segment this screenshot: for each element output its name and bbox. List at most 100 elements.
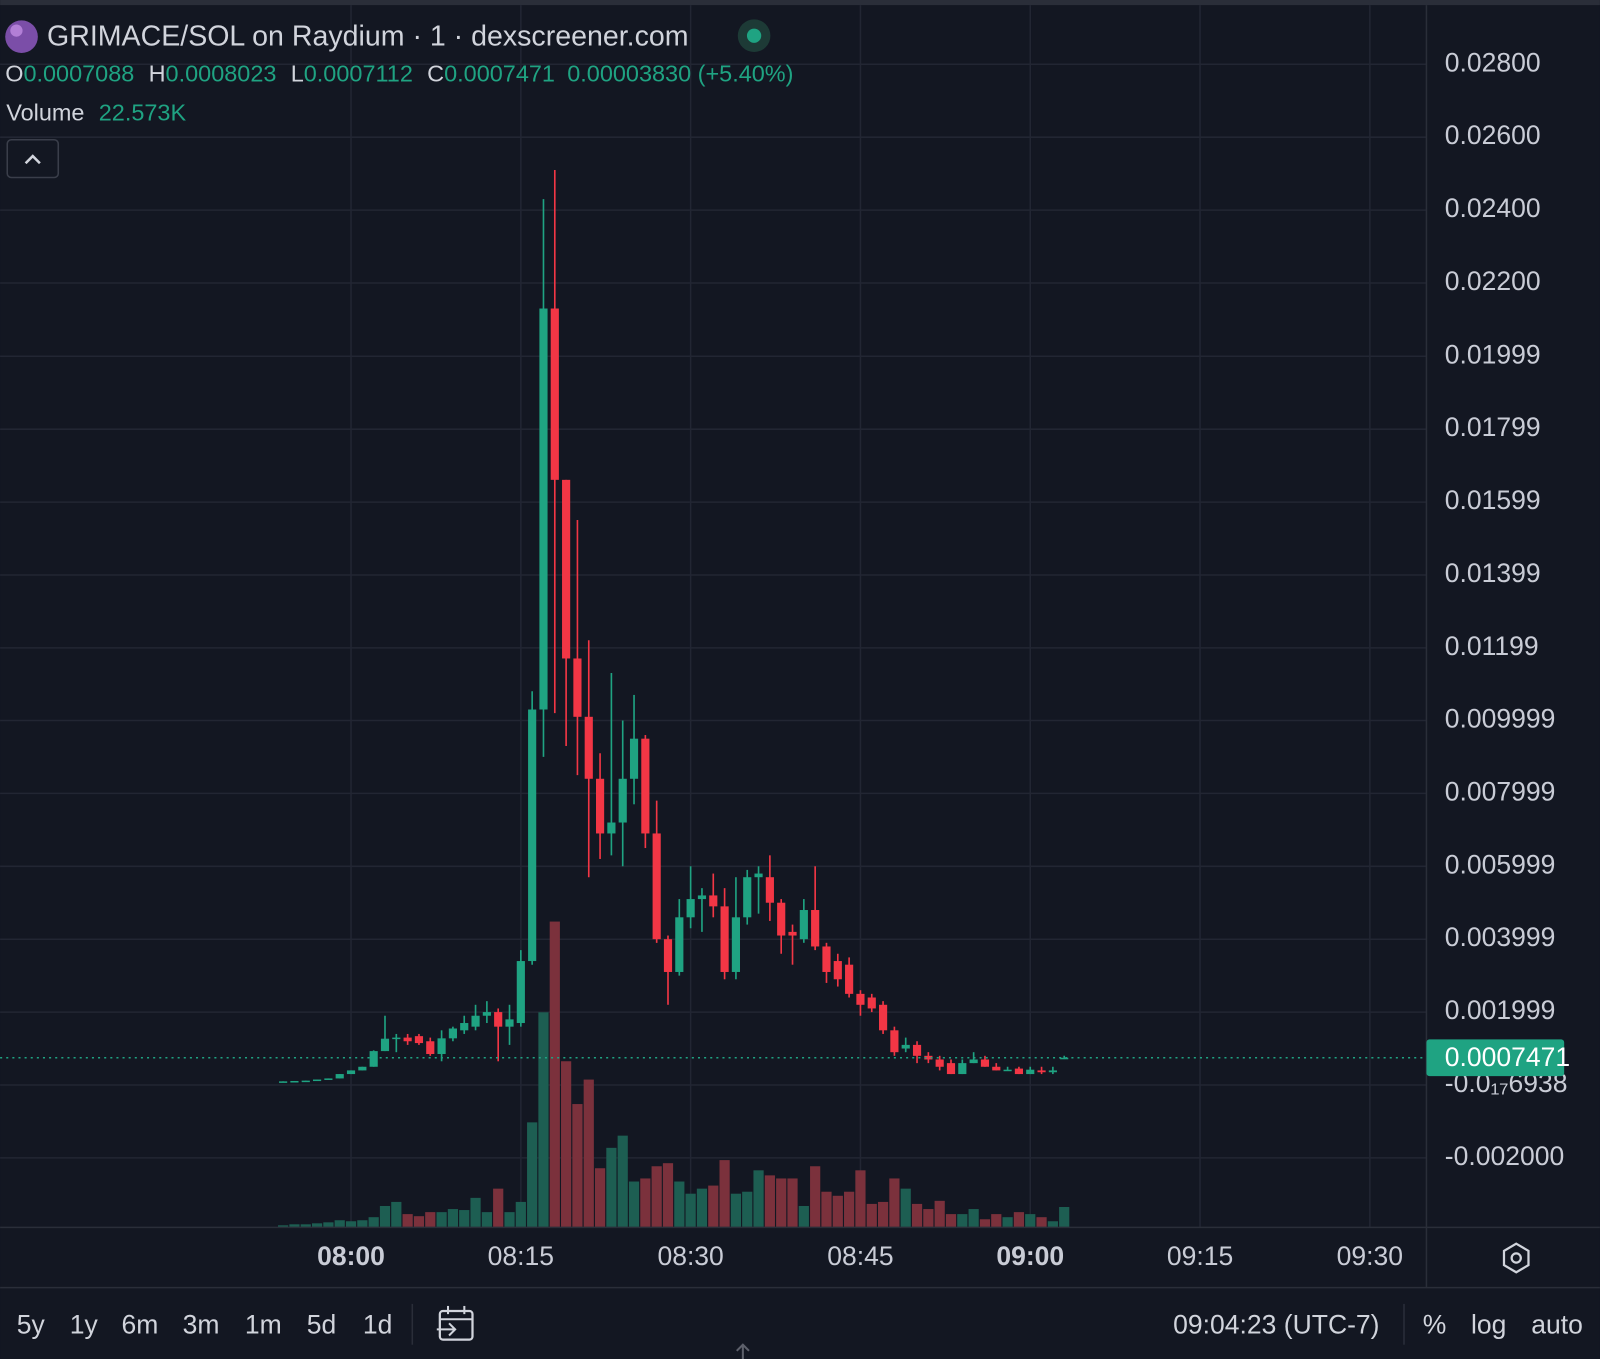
volume-bar	[685, 1193, 696, 1228]
volume-bar	[368, 1217, 379, 1228]
candle-body	[912, 1044, 922, 1056]
token-logo-detail	[10, 24, 23, 37]
volume-bar	[1047, 1221, 1058, 1228]
x-tick-label: 09:00	[996, 1241, 1064, 1271]
volume-bar	[877, 1201, 889, 1228]
scale-option[interactable]: %	[1423, 1309, 1447, 1339]
volume-bar	[527, 1122, 538, 1228]
volume-bar	[583, 1079, 594, 1228]
volume-bar	[606, 1147, 617, 1228]
candle-body	[562, 479, 571, 659]
y-tick-label: 0.005999	[1445, 849, 1556, 879]
y-tick-label: 0.01599	[1445, 485, 1541, 515]
volume-bar	[719, 1160, 730, 1228]
range-button[interactable]: 3m	[183, 1309, 220, 1339]
volume-bar	[504, 1212, 515, 1228]
calendar-icon[interactable]	[438, 1309, 474, 1341]
last-price-tag	[1426, 1039, 1565, 1077]
range-button[interactable]: 5d	[307, 1309, 337, 1339]
y-tick-label: 0.02800	[1445, 47, 1541, 77]
volume-bar	[391, 1201, 402, 1228]
x-tick-label: 08:00	[317, 1241, 385, 1271]
legend-change: 0.00003830 (+5.40%)	[567, 61, 793, 87]
volume-bar	[379, 1205, 391, 1228]
volume-bar	[1059, 1207, 1070, 1228]
volume-bar	[300, 1224, 311, 1228]
y-tick-label: 0.009999	[1445, 703, 1556, 733]
settings-button[interactable]	[1502, 1242, 1530, 1274]
settings-icon[interactable]	[1502, 1242, 1530, 1274]
volume-layer	[278, 921, 1070, 1228]
candle-body	[629, 738, 639, 779]
legend-value: 0.0007088	[23, 61, 134, 87]
candle-body	[822, 946, 831, 972]
live-indicator	[746, 28, 762, 43]
volume-bar	[776, 1178, 787, 1228]
volume-bar	[900, 1188, 911, 1228]
volume-bar	[742, 1191, 753, 1228]
grid-layer	[0, 5, 1427, 1228]
legend-letter: C	[427, 61, 444, 87]
range-button[interactable]: 1y	[70, 1309, 99, 1339]
candle-body	[697, 895, 707, 900]
volume-bar	[1013, 1212, 1025, 1228]
candle-body	[505, 1019, 514, 1027]
expand-arrow[interactable]	[736, 1343, 750, 1359]
volume-bar	[991, 1214, 1002, 1228]
volume-bar	[493, 1188, 504, 1228]
legend-value: 0.0007112	[304, 61, 413, 87]
range-button[interactable]: 1d	[363, 1309, 393, 1339]
candle-body	[426, 1041, 435, 1055]
price-tag-layer: 0.0007471	[0, 1039, 1570, 1077]
collapse-button-frame[interactable]	[6, 139, 60, 179]
y-tick-label: 0.02400	[1445, 193, 1541, 223]
candle-body	[618, 778, 627, 823]
range-button[interactable]: 1m	[245, 1309, 282, 1339]
candle-body	[539, 308, 548, 710]
candle-body	[494, 1012, 503, 1027]
candle-body	[980, 1059, 990, 1067]
range-button[interactable]: 5y	[17, 1309, 46, 1339]
x-tick-label: 09:30	[1337, 1241, 1403, 1271]
collapse-icon	[24, 154, 41, 165]
scale-option[interactable]: auto	[1531, 1309, 1583, 1339]
goto-date-button[interactable]	[436, 1305, 474, 1341]
volume-bar	[923, 1209, 934, 1228]
volume-bar	[855, 1170, 866, 1228]
y-tick-label: 0.01999	[1445, 339, 1541, 369]
volume-bar	[413, 1216, 425, 1228]
candle-body	[856, 993, 865, 1005]
legend-value: 0.0007471	[444, 61, 555, 87]
candle-body	[754, 873, 763, 878]
legend-letter: L	[291, 61, 304, 87]
candle-body	[788, 931, 797, 936]
clock: 09:04:23 (UTC-7)	[1173, 1309, 1379, 1339]
x-tick-label: 09:15	[1167, 1241, 1233, 1271]
ohlc-legend: O0.0007088 H0.0008023 L0.0007112 C0.0007471…	[5, 61, 793, 87]
candle-body	[878, 1004, 888, 1031]
candle-body	[1003, 1069, 1012, 1072]
candle-body	[1026, 1069, 1035, 1075]
candle-body	[901, 1044, 910, 1049]
candle-body	[924, 1055, 933, 1060]
volume-bar	[1025, 1214, 1036, 1228]
collapse-button[interactable]	[6, 139, 60, 179]
scale-option[interactable]: log	[1471, 1309, 1506, 1339]
y-tick-label: 0.01799	[1445, 412, 1541, 442]
legend-value: 0.0008023	[166, 61, 277, 87]
volume-bar	[810, 1166, 821, 1228]
candle-body	[845, 964, 854, 994]
volume-legend-value: 22.573K	[99, 99, 187, 125]
volume-bar	[911, 1203, 923, 1228]
x-tick-label: 08:30	[657, 1241, 723, 1271]
candle-body	[482, 1012, 491, 1016]
candle-body	[369, 1051, 378, 1067]
candle-body	[414, 1036, 424, 1044]
candle-body	[346, 1070, 356, 1075]
volume-bar	[345, 1221, 357, 1228]
candle-body	[528, 709, 537, 962]
volume-bar	[662, 1163, 674, 1228]
candle-body	[731, 917, 740, 972]
range-button[interactable]: 6m	[121, 1309, 158, 1339]
volume-bar	[278, 1225, 289, 1228]
